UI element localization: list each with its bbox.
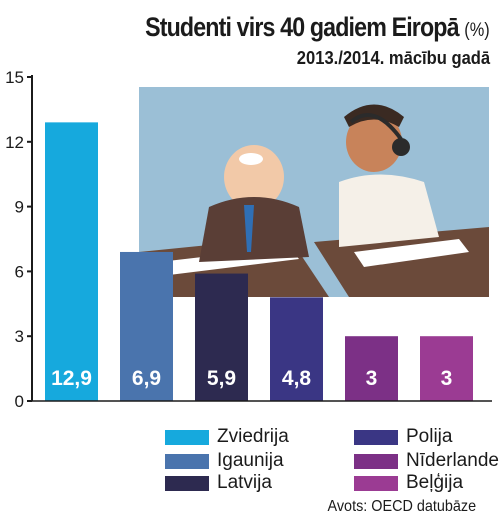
title-unit: (%) bbox=[464, 20, 490, 41]
bar-latvija bbox=[195, 273, 248, 401]
y-tick-label: 6 bbox=[15, 262, 24, 281]
legend-item-niderlande: Nīderlande bbox=[354, 450, 499, 472]
legend-item-polija: Polija bbox=[354, 426, 452, 448]
bar-value-label: 3 bbox=[441, 367, 453, 390]
bar-beļģija bbox=[420, 336, 473, 401]
y-tick-label: 9 bbox=[15, 198, 24, 217]
legend-item-latvija: Latvija bbox=[165, 472, 272, 494]
y-tick-label: 0 bbox=[15, 392, 24, 411]
legend-label: Beļģija bbox=[406, 472, 464, 493]
legend-swatch bbox=[354, 475, 398, 491]
legend-label: Nīderlande bbox=[406, 450, 499, 471]
legend-swatch bbox=[354, 453, 398, 469]
bar-value-label: 4,8 bbox=[282, 367, 312, 390]
legend-label: Latvija bbox=[217, 472, 272, 493]
legend-item-belgija: Beļģija bbox=[354, 472, 463, 494]
students-illustration bbox=[139, 87, 489, 297]
bar-value-label: 6,9 bbox=[132, 367, 161, 390]
legend-label: Igaunija bbox=[217, 450, 284, 471]
legend-item-zviedrija: Zviedrija bbox=[165, 426, 289, 448]
legend-swatch bbox=[354, 429, 398, 445]
legend-label: Polija bbox=[406, 426, 453, 447]
legend-item-igaunija: Igaunija bbox=[165, 450, 284, 472]
legend-label: Zviedrija bbox=[217, 426, 289, 447]
legend-swatch bbox=[165, 453, 209, 469]
source-note: Avots: OECD datubāze bbox=[327, 498, 476, 515]
students-at-desks-illustration-icon bbox=[139, 104, 489, 297]
bar-nīderlande bbox=[345, 336, 398, 401]
legend-swatch bbox=[165, 429, 209, 445]
bar-value-label: 3 bbox=[366, 367, 378, 390]
bar-polija bbox=[270, 297, 323, 401]
bar-value-label: 12,9 bbox=[51, 367, 92, 390]
y-tick-label: 3 bbox=[15, 327, 24, 346]
y-tick-label: 15 bbox=[5, 68, 24, 87]
bar-igaunija bbox=[120, 251, 173, 401]
chart-subtitle: 2013./2014. mācību gadā bbox=[296, 48, 490, 68]
bar-value-label: 5,9 bbox=[207, 367, 236, 390]
bar-zviedrija bbox=[45, 122, 98, 402]
chart-title: Studenti virs 40 gadiem Eiropā (%) bbox=[145, 12, 490, 42]
y-tick-label: 12 bbox=[5, 133, 24, 152]
legend-swatch bbox=[165, 475, 209, 491]
